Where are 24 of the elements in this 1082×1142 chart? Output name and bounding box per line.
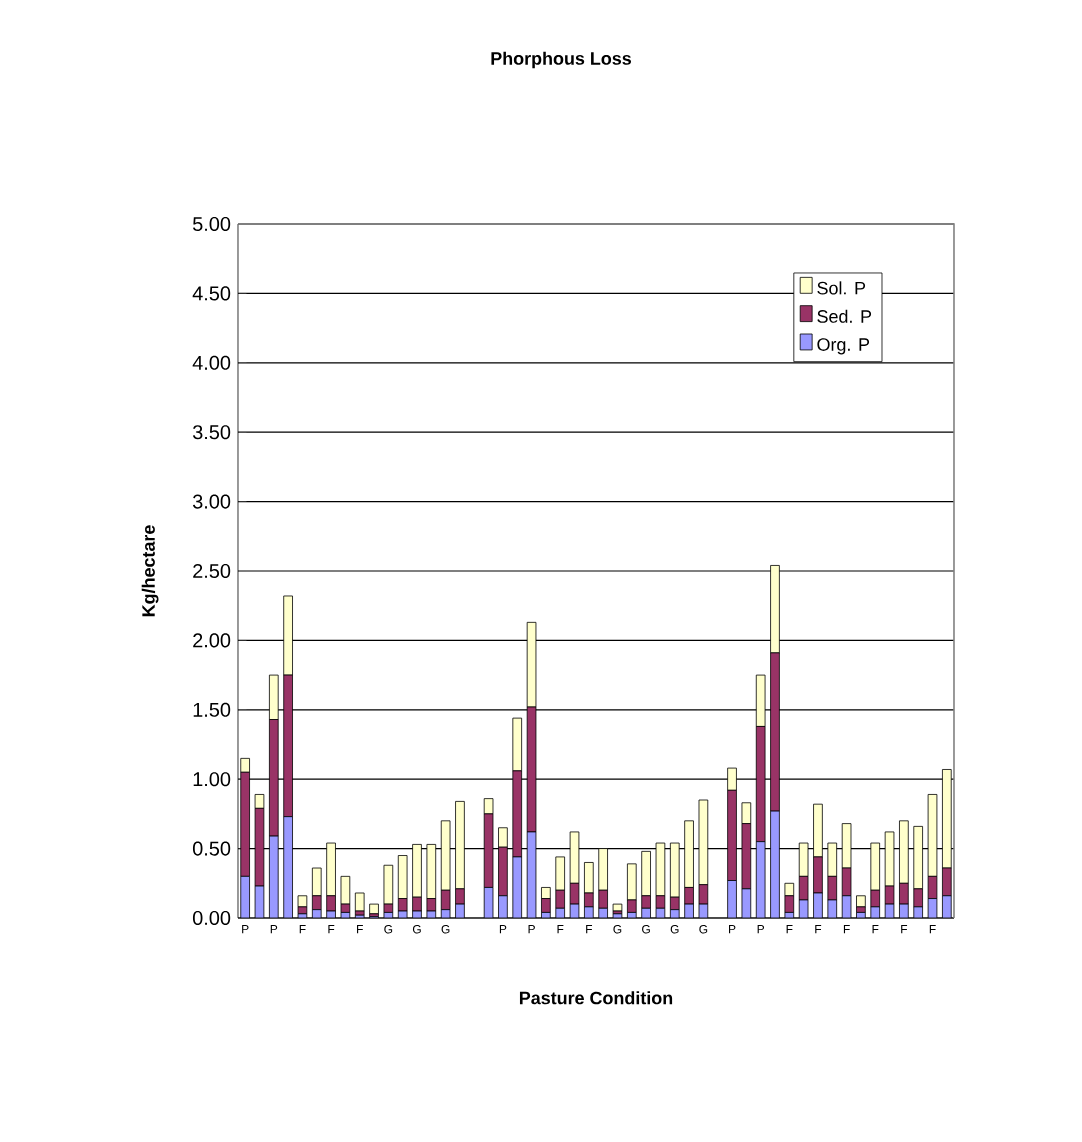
y-tick-label: 5.00 [192,216,231,232]
y-axis-title: Kg/hectare [141,525,159,617]
y-tick-label: 3.50 [192,425,231,440]
bar [383,864,394,905]
bar [297,895,308,908]
bar [340,875,351,905]
y-tick-label: 0.00 [192,910,231,926]
legend-label: Org. P [817,338,870,355]
y-tick-label: 1.50 [193,702,231,717]
y-tick-label: 2.00 [193,633,231,648]
bar [354,892,365,912]
y-tick-label: 4.50 [192,286,231,301]
bar [856,895,866,908]
y-tick-label: 1.00 [193,772,231,787]
y-tick-label: 2.50 [193,563,231,579]
x-axis-title: Pasture Condition [519,991,673,1005]
legend-label: Sed. P [817,309,872,323]
y-tick-label: 0.50 [192,841,231,856]
chart-title: Phorphous Loss [491,51,632,69]
y-tick-label: 3.00 [192,494,231,509]
legend-label: Sol. P [817,281,866,295]
y-tick-label: 4.00 [192,355,231,370]
bar [369,903,379,915]
bar [612,903,623,912]
